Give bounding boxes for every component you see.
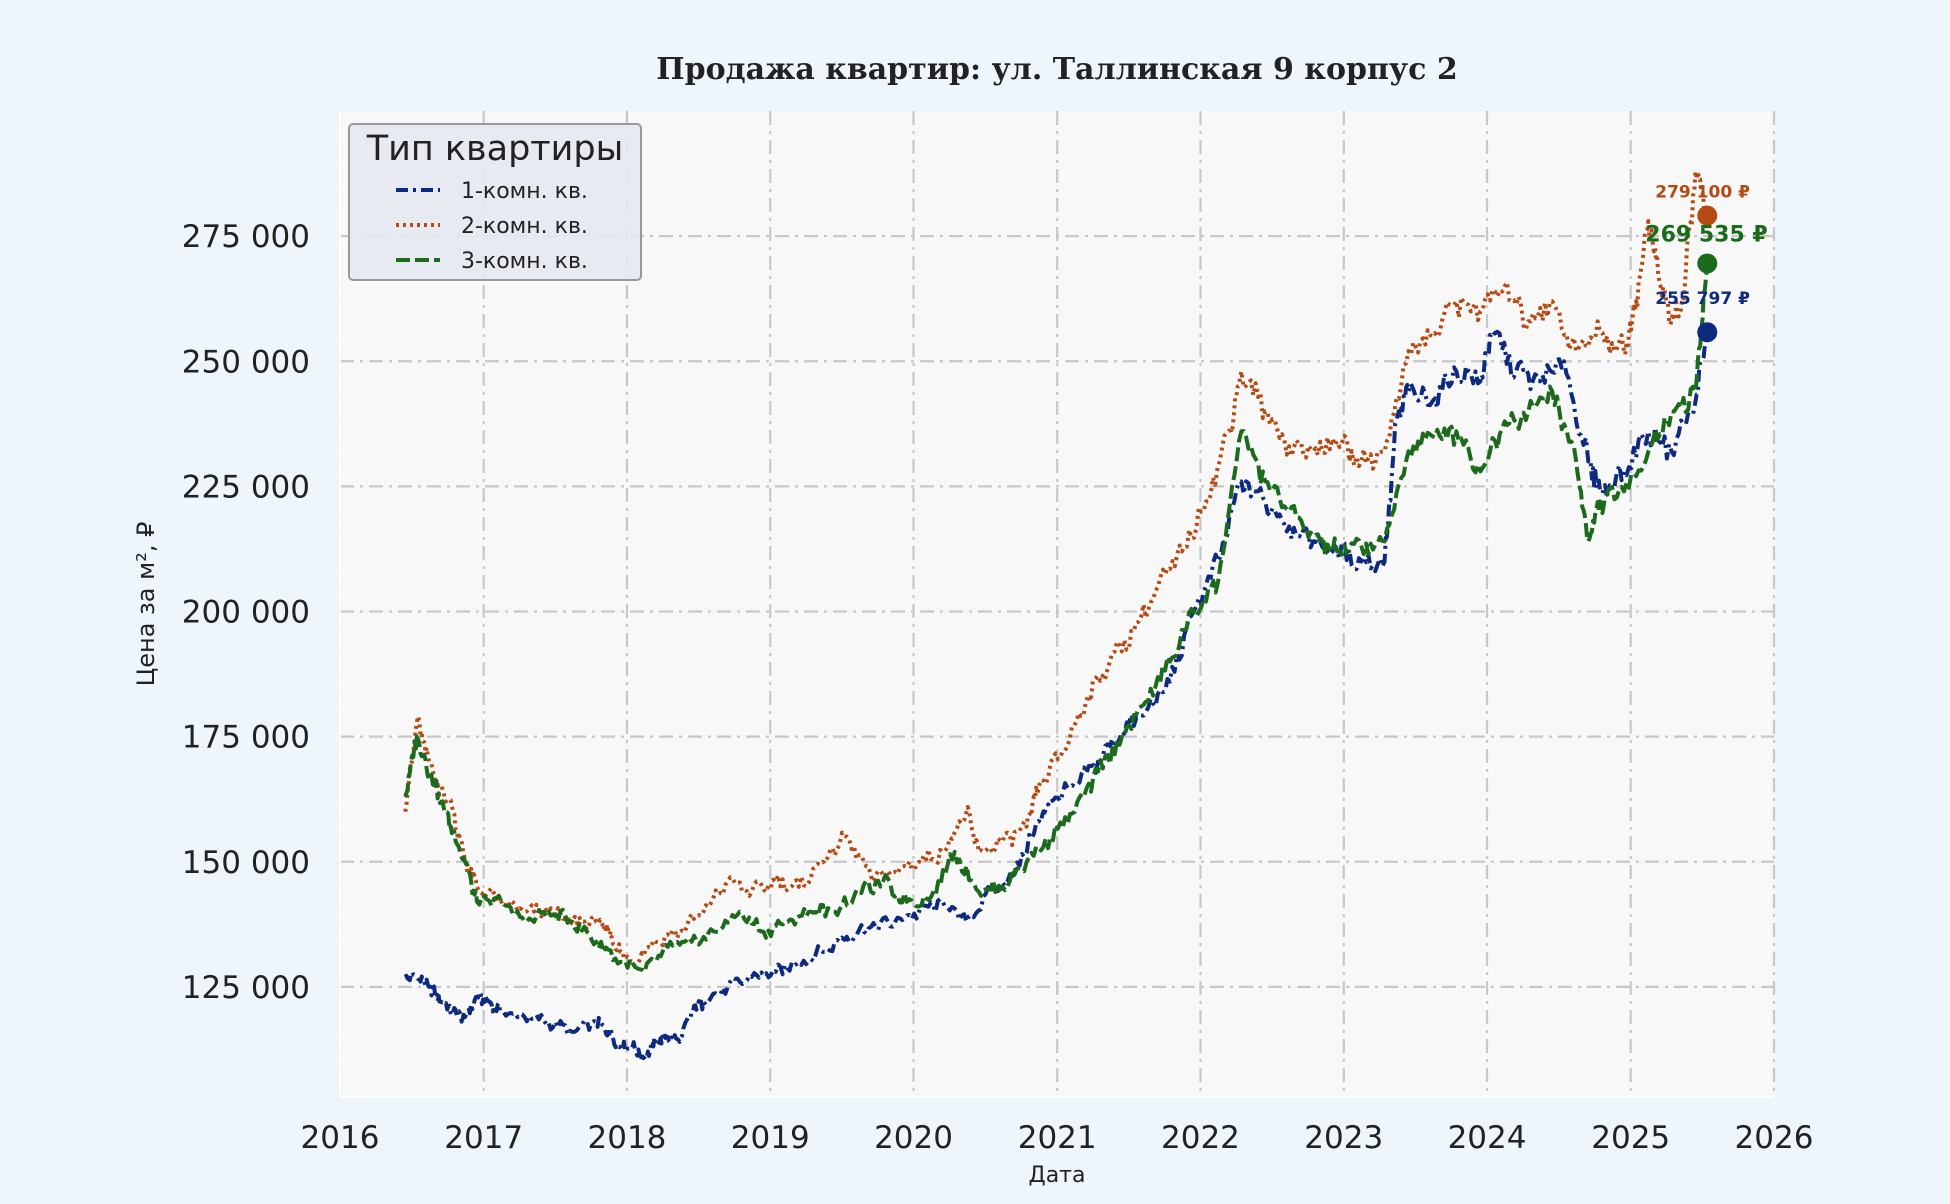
annotation-layer: 279 100 ₽ 269 535 ₽ 255 797 ₽ [1645, 183, 1768, 343]
x-tick-label: 2023 [1304, 1120, 1383, 1156]
end-point-marker [1697, 253, 1718, 274]
legend-title: Тип квартиры [366, 129, 624, 169]
legend: Тип квартиры 1-комн. кв. 2-комн. кв. 3-ком… [348, 123, 642, 281]
end-point-marker [1697, 205, 1718, 226]
value-annotation: 269 535 ₽ [1645, 222, 1767, 247]
value-annotation: 255 797 ₽ [1655, 289, 1750, 309]
chart-title: Продажа квартир: ул. Таллинская 9 корпус… [656, 52, 1457, 87]
y-tick-label: 275 000 [182, 219, 310, 255]
y-tick-label: 225 000 [182, 469, 310, 505]
legend-box [348, 123, 642, 281]
series-line [403, 329, 1710, 1061]
end-point-marker [1697, 322, 1718, 343]
x-tick-label: 2020 [874, 1120, 953, 1156]
x-tick-label: 2026 [1735, 1120, 1814, 1156]
y-tick-label: 150 000 [182, 845, 310, 881]
x-tick-label: 2025 [1591, 1120, 1670, 1156]
legend-entry-label: 3-комн. кв. [461, 249, 588, 274]
series-line [403, 263, 1710, 974]
x-tick-label: 2019 [731, 1120, 810, 1156]
legend-entries: 1-комн. кв. 2-комн. кв. 3-комн. кв. [396, 179, 588, 274]
x-axis-label: Дата [1029, 1163, 1086, 1188]
value-annotation: 279 100 ₽ [1655, 183, 1750, 203]
legend-entry-label: 2-комн. кв. [461, 214, 588, 239]
series-layer [403, 169, 1710, 1061]
y-tick-label: 125 000 [182, 970, 310, 1006]
y-tick-label: 175 000 [182, 720, 310, 756]
series-line [403, 169, 1710, 968]
x-tick-label: 2018 [588, 1120, 667, 1156]
x-tick-label: 2016 [301, 1120, 380, 1156]
x-tick-label: 2024 [1448, 1120, 1527, 1156]
axes-layer: 125 000 150 000 175 000 200 000 225 000 250 0… [182, 111, 1814, 1156]
y-axis-label: Цена за м², ₽ [132, 522, 160, 687]
x-tick-label: 2021 [1018, 1120, 1097, 1156]
y-tick-label: 200 000 [182, 595, 310, 631]
y-tick-label: 250 000 [182, 344, 310, 380]
x-tick-label: 2017 [444, 1120, 523, 1156]
legend-entry-label: 1-комн. кв. [461, 179, 588, 204]
x-tick-label: 2022 [1161, 1120, 1240, 1156]
